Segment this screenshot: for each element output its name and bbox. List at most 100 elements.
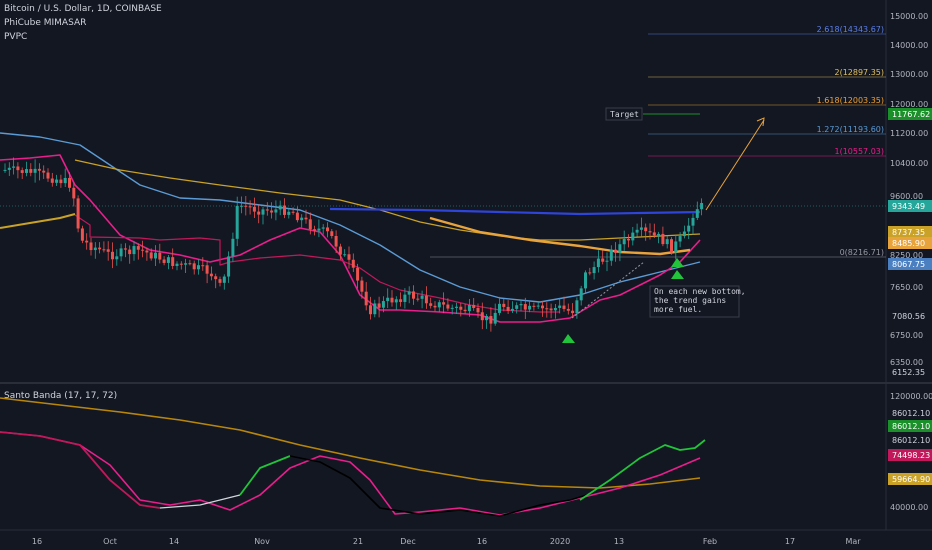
candle-body (171, 257, 175, 266)
candle-body (652, 232, 656, 236)
candle-body (201, 265, 205, 267)
candle-body (433, 305, 437, 308)
candle-body (235, 205, 239, 239)
candle-body (682, 231, 686, 237)
y-tick-label: 12000.00 (890, 100, 928, 109)
gold-left-line (0, 213, 76, 229)
indicator-label-pvpc[interactable]: PVPC (4, 32, 28, 42)
lower-dark-line (289, 455, 591, 517)
candle-body (3, 169, 7, 171)
candle-body (136, 246, 140, 250)
candle-body (343, 254, 347, 256)
y-tick-label: 8250.00 (890, 251, 923, 260)
pink-ma-line (0, 154, 701, 323)
price-tag (888, 366, 932, 378)
candle-body (265, 209, 269, 211)
y-tick-label: 6750.00 (890, 331, 923, 340)
candle-body (231, 238, 235, 257)
candle-body (12, 166, 16, 168)
y-tick-label: 11200.00 (890, 129, 928, 138)
candle-body (287, 211, 291, 215)
lower-price-tag (888, 449, 932, 461)
candle-body (149, 252, 153, 259)
fib-level-label: 2(12897.35) (834, 68, 884, 77)
candle-body (592, 267, 596, 274)
candle-body (695, 209, 699, 218)
fib-level-label: 2.618(14343.67) (817, 25, 884, 34)
candle-body (132, 246, 136, 255)
candle-body (502, 303, 506, 307)
candle-body (691, 217, 695, 226)
candle-body (407, 291, 411, 295)
y-tick-label: 15000.00 (890, 12, 928, 21)
candle-body (257, 211, 261, 215)
lower-price-tag (888, 434, 932, 446)
lower-price-tag (888, 473, 932, 485)
candle-body (528, 305, 532, 310)
candle-body (141, 249, 145, 251)
candle-body (179, 263, 183, 265)
x-tick-label: 17 (785, 537, 795, 546)
price-tags: 11767.62 9343.49 8737.35 8485.90 8067.75 7080… (888, 108, 932, 485)
candle-body (700, 202, 704, 210)
lower-indicator-label[interactable]: Santo Banda (17, 17, 72) (4, 391, 118, 401)
candle-body (412, 291, 415, 299)
price-tag (888, 226, 932, 238)
candle-body (639, 227, 643, 230)
candle-body (192, 263, 196, 270)
candle-body (459, 306, 463, 310)
candle-body (261, 209, 265, 215)
candle-body (510, 308, 514, 311)
candle-body (373, 303, 377, 315)
candle-body (627, 238, 630, 241)
candles (3, 157, 704, 332)
note-box (649, 285, 740, 318)
lower-pink-line (0, 431, 701, 516)
candle-body (605, 260, 609, 262)
fib-level-label: 0(8216.71) (840, 248, 884, 257)
candle-body (566, 308, 570, 311)
gold-ma-line (74, 159, 701, 241)
indicator-label-phicube[interactable]: PhiCube MIMASAR (4, 18, 87, 28)
lower-price-tag-label: 86012.10 (892, 409, 930, 418)
candle-body (360, 280, 364, 292)
candle-body (222, 276, 226, 283)
lower-price-tag (888, 407, 932, 419)
candle-body (37, 168, 41, 171)
lower-green-line (239, 455, 291, 496)
candle-body (218, 279, 222, 283)
candle-body (467, 304, 471, 312)
target-box (605, 107, 643, 121)
x-tick-label: 21 (353, 537, 363, 546)
candle-body (485, 315, 489, 321)
candle-body (665, 239, 669, 245)
lower-price-tag-label: 86012.10 (892, 436, 930, 445)
candle-body (493, 312, 497, 324)
candle-body (356, 267, 360, 281)
fib-level-label: 1.618(12003.35) (817, 96, 884, 105)
projection-arrowhead (756, 117, 765, 127)
candle-body (424, 295, 428, 304)
candle-body (450, 307, 454, 309)
candle-body (184, 263, 188, 265)
price-tag (888, 237, 932, 249)
candle-body (55, 179, 59, 183)
candle-body (274, 209, 278, 213)
candle-body (20, 170, 24, 173)
candle-body (455, 306, 458, 308)
note-line-2: the trend gains (654, 296, 726, 305)
x-tick-label: 16 (32, 537, 42, 546)
candle-body (123, 248, 127, 250)
x-tick-label: 2020 (550, 537, 570, 546)
lower-y-tick-label: 120000.00 (890, 392, 932, 401)
bottom-signal-triangle (671, 270, 684, 279)
candle-body (334, 236, 338, 247)
candle-body (635, 229, 639, 233)
orange-support-line (429, 216, 691, 256)
candle-body (515, 305, 519, 309)
symbol-title[interactable]: Bitcoin / U.S. Dollar, 1D, COINBASE (4, 4, 162, 14)
target-label: Target (610, 110, 639, 119)
candle-body (300, 217, 304, 221)
lower-green-rise-line (579, 439, 706, 501)
